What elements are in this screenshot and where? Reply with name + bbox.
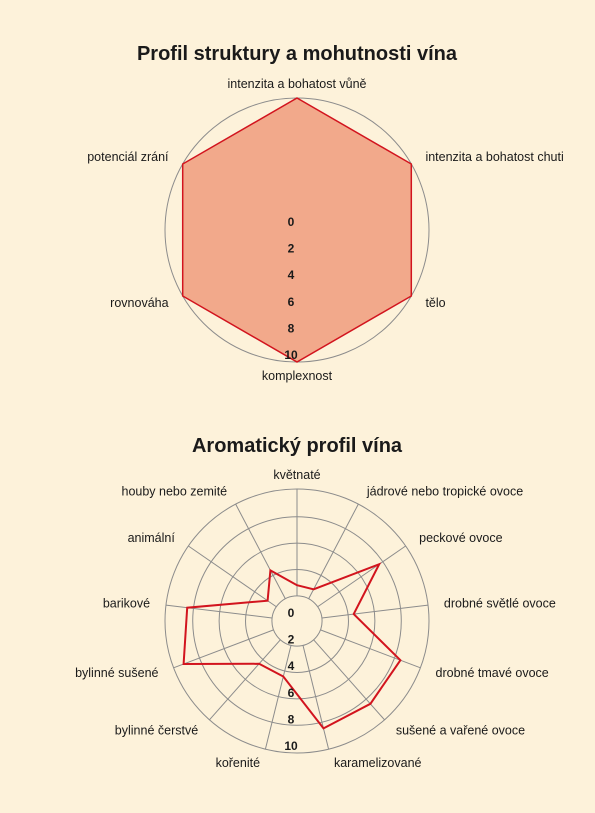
axis-label-intenzita-a-bohatost-vune: intenzita a bohatost vůně [228, 77, 367, 91]
chart-title: Aromatický profil vína [192, 435, 403, 457]
axis-label-houby-nebo-zemite: houby nebo zemité [122, 485, 228, 499]
axis-label-rovnovaha: rovnováha [110, 296, 168, 310]
axis-label-potencial-zrani: potenciál zrání [87, 150, 169, 164]
axis-label-animalni: animální [128, 531, 176, 545]
radar-data [181, 97, 413, 363]
axis-label-korenite: kořenité [216, 756, 261, 770]
radar-series-polygon [182, 562, 402, 730]
tick-label: 6 [288, 686, 295, 700]
radar-spoke [188, 545, 277, 608]
axis-label-telo: tělo [425, 296, 445, 310]
tick-label: 6 [288, 295, 295, 309]
radar-spoke [165, 604, 273, 619]
axis-label-bylinne-susene: bylinné sušené [75, 666, 158, 680]
radar-spokes [165, 489, 429, 750]
tick-label: 10 [284, 348, 298, 362]
radar-ticks: 0 2 4 6 8 10 [284, 606, 298, 753]
radar-axis-labels: intenzita a bohatost vůně intenzita a boh… [87, 77, 563, 383]
axis-label-peckove-ovoce: peckové ovoce [419, 531, 502, 545]
structure-radar-chart: Profil struktury a mohutnosti vína 0 2 4 6 8… [87, 43, 563, 383]
radar-spoke [302, 645, 330, 750]
aroma-radar-chart: Aromatický profil vína 0 2 4 6 8 10 květnaté j… [75, 435, 556, 770]
axis-label-karamelizovane: karamelizované [334, 756, 422, 770]
tick-label: 8 [288, 712, 295, 726]
tick-label: 0 [288, 215, 295, 229]
axis-label-susene-a-varene-ovoce: sušené a vařené ovoce [396, 723, 525, 737]
radar-spoke [317, 545, 406, 608]
axis-label-jadrove-nebo-tropicke-ovoce: jádrové nebo tropické ovoce [366, 485, 523, 499]
radar-spoke [173, 629, 274, 669]
radar-data [182, 562, 402, 730]
radar-spoke [313, 639, 385, 721]
axis-label-barikove: barikové [103, 596, 150, 610]
grid-ring [271, 595, 323, 647]
tick-label: 10 [284, 739, 298, 753]
tick-label: 0 [288, 606, 295, 620]
axis-label-drobne-svetle-ovoce: drobné světlé ovoce [444, 596, 556, 610]
chart-title: Profil struktury a mohutnosti vína [137, 43, 458, 65]
tick-label: 4 [288, 268, 295, 282]
radar-spoke [320, 629, 421, 669]
radar-spoke [308, 503, 359, 600]
tick-label: 2 [288, 633, 295, 647]
axis-label-drobne-tmave-ovoce: drobné tmavé ovoce [436, 666, 549, 680]
axis-label-kvetnate: květnaté [273, 468, 320, 482]
radar-spoke [264, 645, 292, 750]
axis-label-bylinne-cerstve: bylinné čerstvé [115, 723, 198, 737]
axis-label-komplexnost: komplexnost [262, 369, 333, 383]
tick-label: 4 [288, 659, 295, 673]
radar-spoke [235, 503, 286, 600]
radar-spoke [321, 604, 429, 619]
axis-label-intenzita-a-bohatost-chuti: intenzita a bohatost chuti [425, 150, 563, 164]
radar-series-polygon [181, 97, 413, 363]
radar-axis-labels: květnaté jádrové nebo tropické ovoce pecko… [75, 468, 556, 770]
radar-spoke [209, 639, 281, 721]
radar-ticks: 0 2 4 6 8 10 [284, 215, 298, 362]
tick-label: 2 [288, 242, 295, 256]
tick-label: 8 [288, 321, 295, 335]
